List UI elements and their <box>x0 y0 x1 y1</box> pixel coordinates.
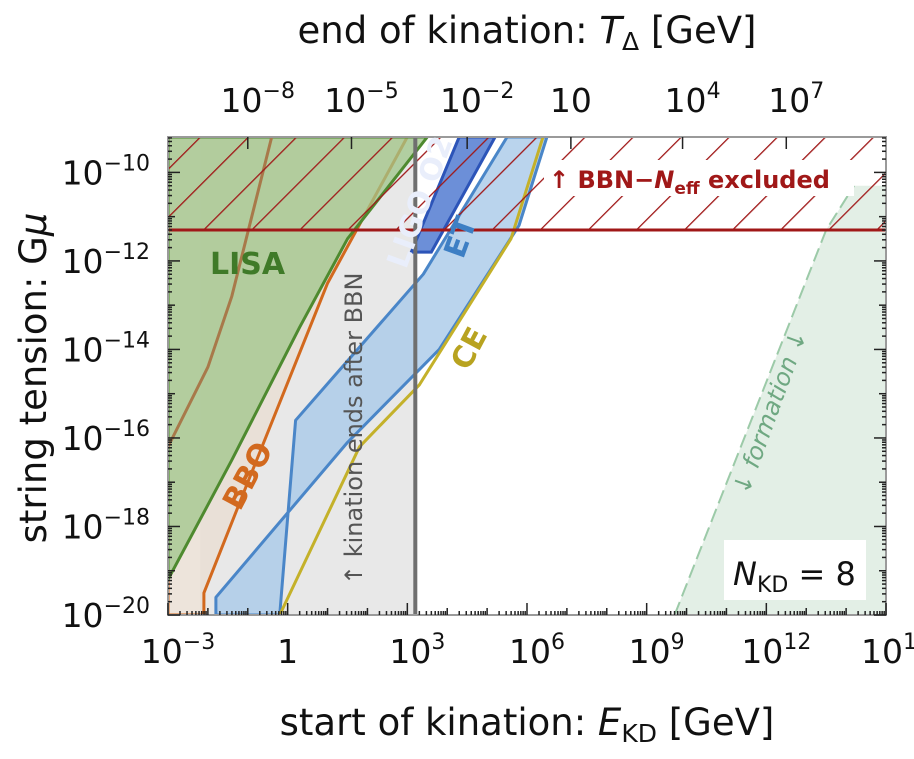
x-tick-label: 103 <box>389 630 445 671</box>
x-tick-label: 1 <box>277 632 298 671</box>
y-tick-label: 10−12 <box>62 240 150 281</box>
axis-ticks: 10−3 1 103 106 109 1012 1015 10−10 10−12 10−14 10−… <box>62 79 914 671</box>
svg-text:NKD = 8: NKD = 8 <box>733 555 856 598</box>
lisa-label: LISA <box>210 247 286 282</box>
plot-regions <box>168 137 886 615</box>
top-x-tick-label: 107 <box>768 79 824 120</box>
lisa-region <box>168 137 429 582</box>
x-tick-label: 1015 <box>861 630 914 671</box>
x-tick-label: 1012 <box>741 630 811 671</box>
kination-ends-label: ↑ kination ends after BBN <box>340 273 368 585</box>
y-tick-label: 10−14 <box>62 328 150 369</box>
top-x-tick-label: 104 <box>665 79 721 120</box>
y-axis-title: string tension: Gμ <box>12 213 55 544</box>
formation-region <box>674 185 886 615</box>
x-tick-label: 109 <box>629 630 685 671</box>
et-region <box>214 137 549 615</box>
x-tick-label: 10−3 <box>141 630 215 671</box>
top-x-tick-label: 10−5 <box>324 79 398 120</box>
y-tick-label: 10−16 <box>62 417 150 458</box>
x-axis-title: start of kination: EKD [GeV] <box>280 701 775 748</box>
top-x-tick-label: 10 <box>550 81 592 120</box>
top-x-tick-label: 10−8 <box>221 79 295 120</box>
y-tick-label: 10−10 <box>62 151 150 192</box>
y-tick-label: 10−20 <box>62 594 150 635</box>
y-tick-label: 10−18 <box>62 505 150 546</box>
nkd-legend-box: NKD = 8 <box>724 540 866 600</box>
svg-text:↑ BBN−Neff excluded: ↑ BBN−Neff excluded <box>549 166 830 199</box>
top-x-tick-label: 10−2 <box>440 79 514 120</box>
top-x-axis-title: end of kination: TΔ [GeV] <box>298 9 757 56</box>
x-tick-label: 106 <box>509 630 565 671</box>
bbn-neff-label: ↑ BBN−Neff excluded <box>544 160 854 199</box>
